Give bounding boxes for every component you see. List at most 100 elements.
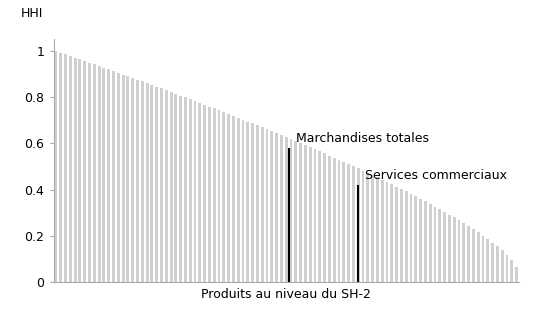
Bar <box>64 54 67 282</box>
Bar <box>242 120 244 282</box>
Text: HHI: HHI <box>21 7 43 20</box>
Bar <box>270 131 273 282</box>
Bar <box>227 114 230 282</box>
Bar <box>117 73 120 282</box>
Bar <box>69 56 72 282</box>
Bar <box>453 217 456 282</box>
Bar <box>323 154 326 282</box>
Bar <box>155 87 158 282</box>
Bar <box>203 105 206 282</box>
Bar <box>79 59 81 282</box>
Bar <box>141 81 144 282</box>
Bar <box>448 215 451 282</box>
Bar <box>395 187 398 282</box>
Bar <box>299 143 302 282</box>
Bar <box>59 52 62 282</box>
Bar <box>179 95 182 282</box>
Bar <box>194 101 196 282</box>
Bar <box>150 85 154 282</box>
Bar <box>304 145 307 282</box>
Bar <box>347 164 350 282</box>
Bar <box>261 127 264 282</box>
Bar <box>55 51 57 282</box>
Bar <box>366 173 369 282</box>
Bar <box>357 169 360 282</box>
Bar <box>256 125 259 282</box>
Bar <box>170 92 172 282</box>
Bar <box>477 233 479 282</box>
Bar <box>126 76 129 282</box>
Bar <box>189 99 192 282</box>
Bar <box>352 166 355 282</box>
Bar <box>314 149 317 282</box>
Bar <box>112 71 115 282</box>
Bar <box>457 220 461 282</box>
Bar <box>198 103 201 282</box>
Bar <box>486 239 489 282</box>
Bar <box>429 204 432 282</box>
Bar <box>74 57 77 282</box>
Bar <box>93 64 96 282</box>
Bar <box>472 229 475 282</box>
Bar <box>400 189 403 282</box>
X-axis label: Produits au niveau du SH-2: Produits au niveau du SH-2 <box>201 288 371 301</box>
Bar <box>275 133 278 282</box>
Bar <box>496 246 499 282</box>
Bar <box>247 121 249 282</box>
Bar <box>362 171 364 282</box>
Bar <box>285 137 288 282</box>
Bar <box>328 155 331 282</box>
Bar <box>213 108 216 282</box>
Bar <box>309 147 312 282</box>
Bar <box>410 194 412 282</box>
Bar <box>333 158 335 282</box>
Bar <box>419 199 422 282</box>
Bar <box>146 83 149 282</box>
Bar <box>289 139 293 282</box>
Bar <box>482 236 484 282</box>
Bar <box>467 226 470 282</box>
Bar <box>386 182 388 282</box>
Bar <box>232 116 235 282</box>
Bar <box>433 207 437 282</box>
Bar <box>218 110 220 282</box>
Text: Marchandises totales: Marchandises totales <box>296 132 429 145</box>
Bar <box>414 196 417 282</box>
Bar <box>381 180 384 282</box>
Bar <box>223 112 225 282</box>
Bar <box>98 66 101 282</box>
Text: Services commerciaux: Services commerciaux <box>365 169 507 181</box>
Bar <box>160 89 163 282</box>
Bar <box>491 243 494 282</box>
Bar <box>438 209 441 282</box>
Bar <box>501 250 503 282</box>
Bar <box>265 129 269 282</box>
Bar <box>376 177 379 282</box>
Bar <box>338 160 340 282</box>
Bar <box>424 201 427 282</box>
Bar <box>208 107 211 282</box>
Bar <box>443 212 446 282</box>
Bar <box>102 68 105 282</box>
Bar <box>391 184 393 282</box>
Bar <box>371 175 374 282</box>
Bar <box>184 97 187 282</box>
Bar <box>237 118 240 282</box>
Bar <box>506 255 508 282</box>
Bar <box>107 69 110 282</box>
Bar <box>131 78 134 282</box>
Bar <box>318 151 321 282</box>
Bar <box>174 94 177 282</box>
Bar <box>405 192 408 282</box>
Bar <box>280 135 283 282</box>
Bar <box>251 123 254 282</box>
Bar <box>165 90 167 282</box>
Bar <box>462 223 465 282</box>
Bar <box>342 162 345 282</box>
Bar <box>136 80 139 282</box>
Bar <box>121 74 125 282</box>
Bar <box>510 260 513 282</box>
Bar <box>88 63 91 282</box>
Bar <box>515 267 518 282</box>
Bar <box>83 61 86 282</box>
